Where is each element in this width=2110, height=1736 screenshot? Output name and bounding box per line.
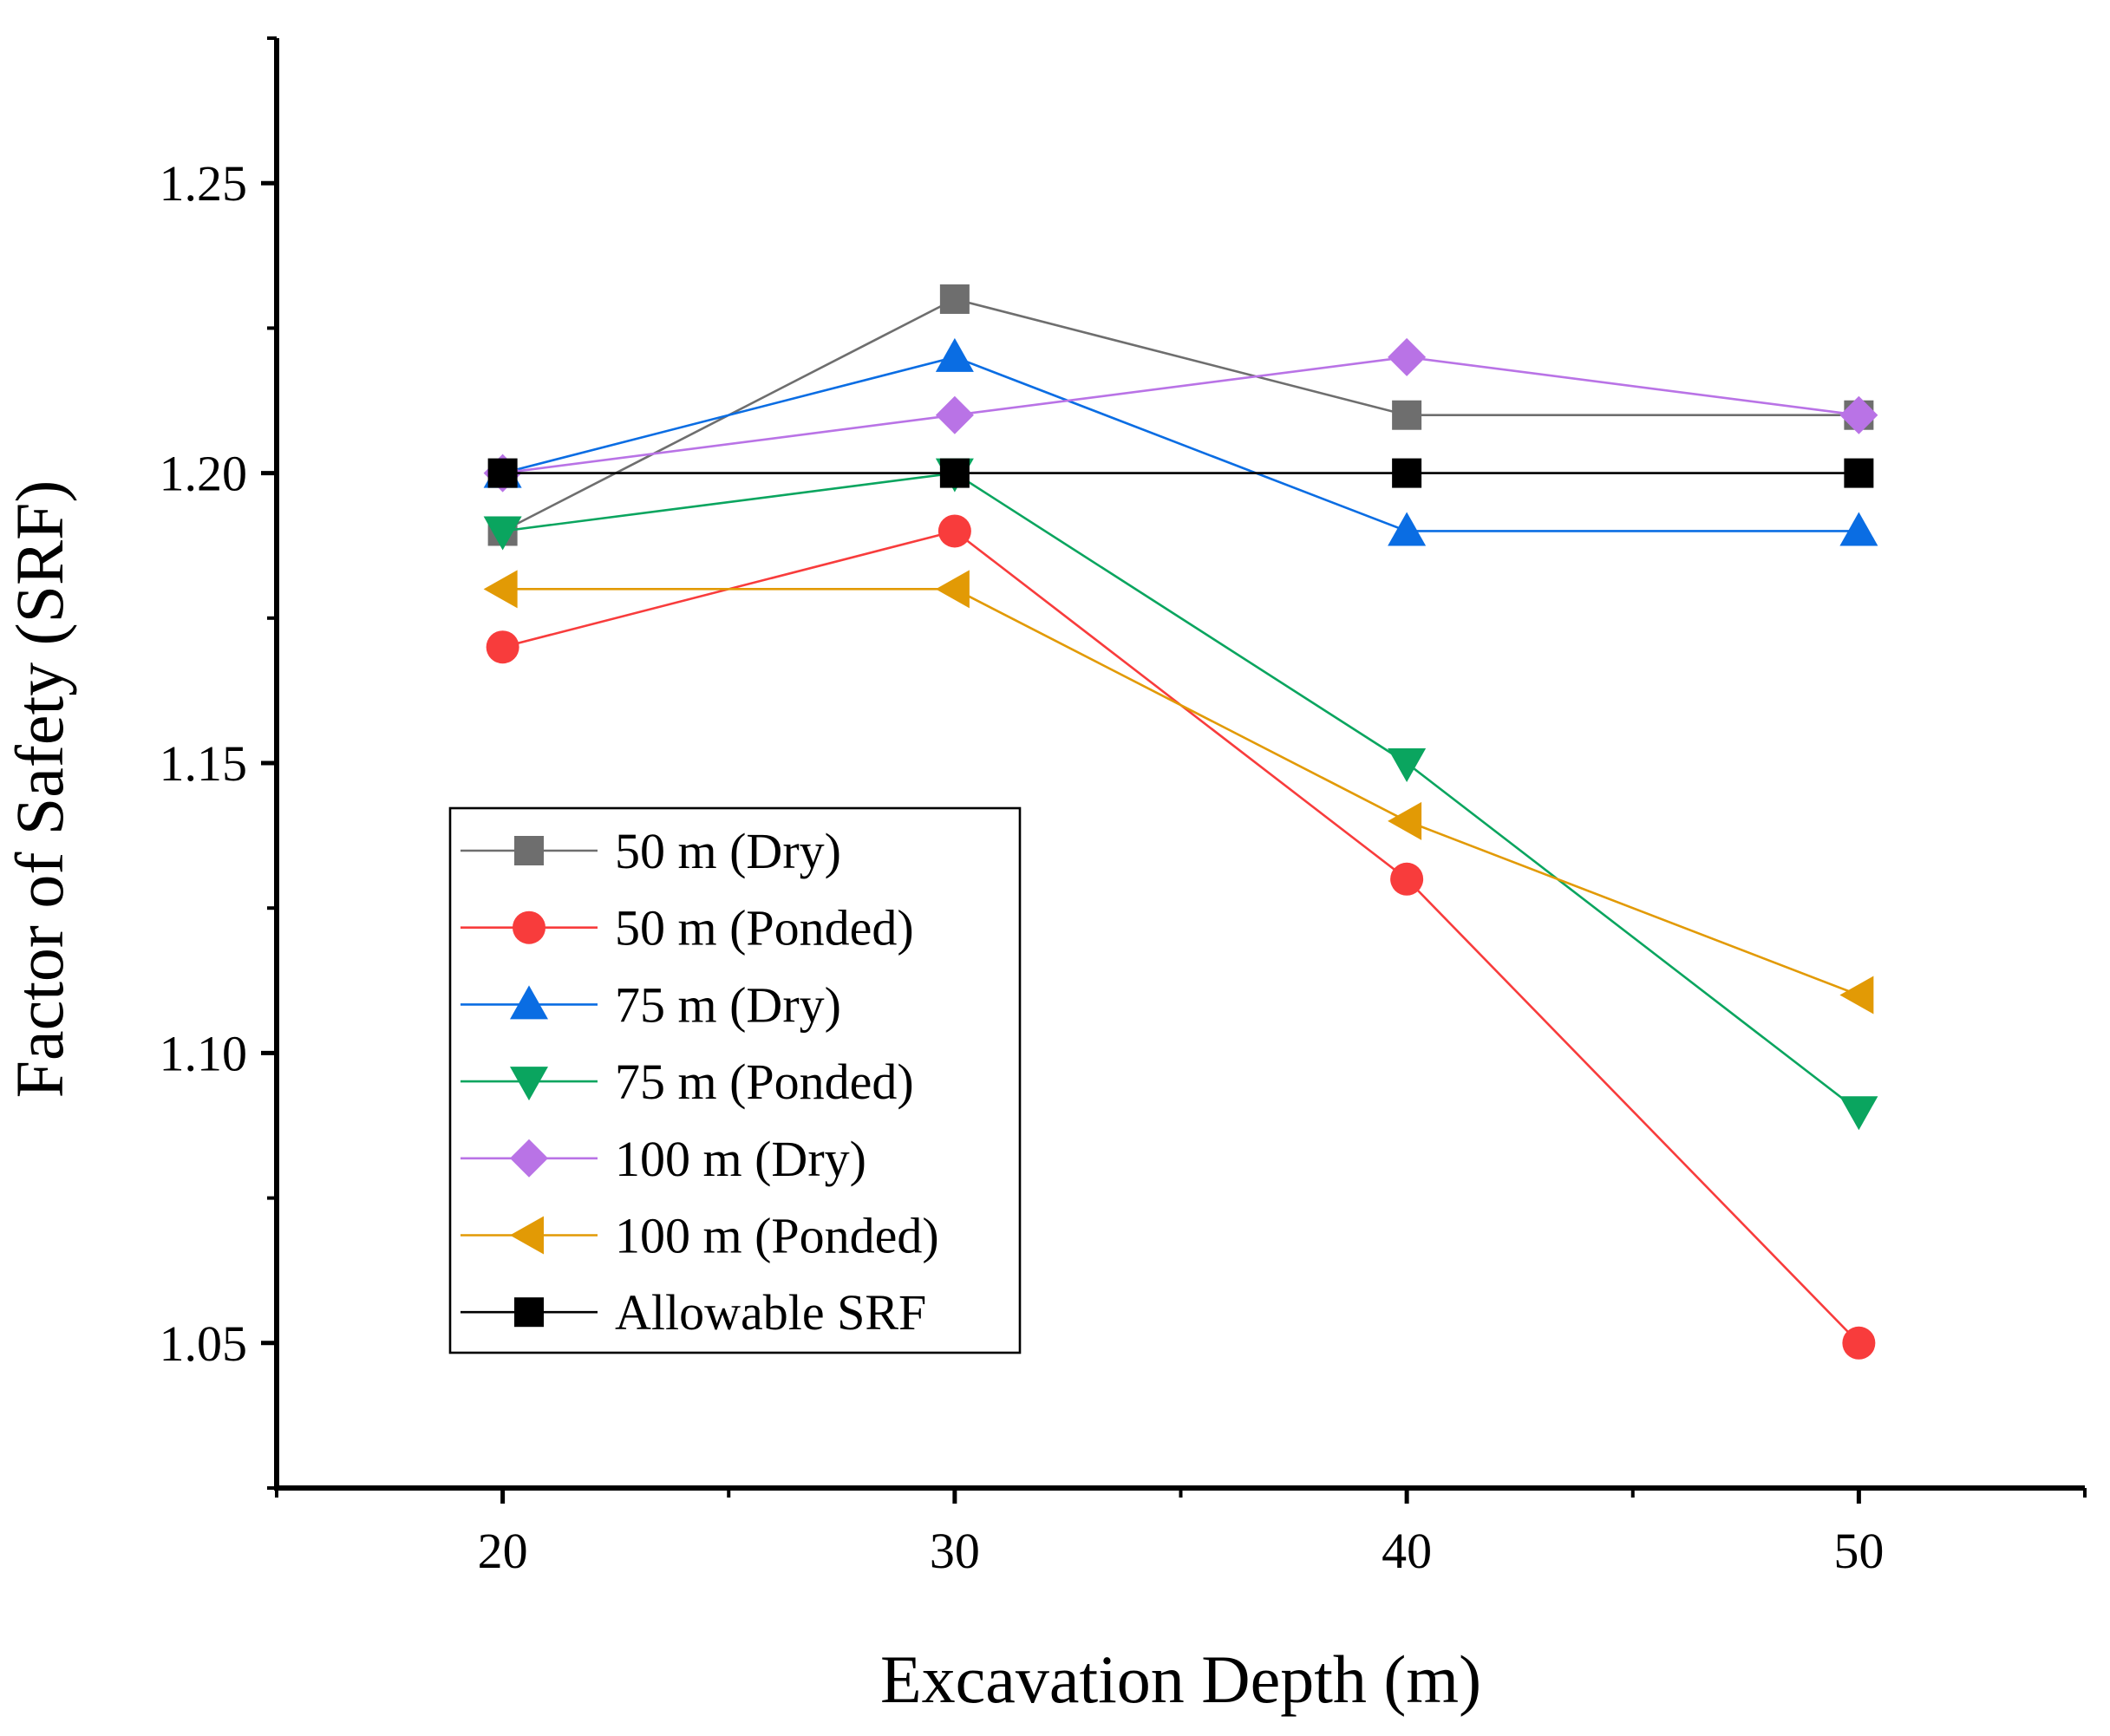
legend-item: 75 m (Dry) (461, 976, 841, 1033)
legend-item: 100 m (Ponded) (461, 1208, 939, 1264)
y-tick-label: 1.10 (160, 1025, 248, 1081)
legend-label: 75 m (Dry) (615, 976, 841, 1033)
y-tick-label: 1.20 (160, 446, 248, 502)
data-point-75-m-ponded (1839, 1096, 1878, 1131)
x-tick-label: 40 (1382, 1523, 1432, 1579)
data-point-50-m-ponded (1842, 1326, 1876, 1360)
legend-item: 50 m (Ponded) (461, 900, 914, 956)
y-tick-label: 1.05 (160, 1315, 248, 1372)
axes: 1.05 1.10 1.15 1.20 1.25 20 30 40 50 (160, 36, 2087, 1579)
legend-label: Allowable SRF (615, 1284, 926, 1341)
y-axis-title: Factor of Safety (SRF) (2, 480, 77, 1099)
legend-item: Allowable SRF (461, 1284, 926, 1341)
legend-item: 100 m (Dry) (461, 1131, 866, 1187)
data-point-allowable-srf (939, 458, 970, 488)
series-line-100-m-dry (502, 356, 1859, 474)
data-point-100-m-ponded (1839, 976, 1874, 1015)
series-line-75-m-ponded (502, 472, 1860, 1113)
legend-marker-allowable-srf (514, 1297, 544, 1328)
legend-marker-50-m-dry (514, 836, 544, 865)
legend-label: 50 m (Ponded) (615, 900, 914, 956)
data-point-100-m-ponded (483, 570, 518, 609)
data-point-50-m-ponded (486, 630, 519, 664)
data-point-75-m-dry (935, 337, 974, 372)
data-point-100-m-ponded (935, 570, 970, 609)
y-tick-label: 1.25 (160, 155, 248, 212)
series-100-m-dry (483, 337, 1878, 493)
legend-marker-100-m-dry (510, 1139, 548, 1178)
x-tick-label: 50 (1833, 1523, 1884, 1579)
data-point-allowable-srf (487, 458, 518, 488)
legend-marker-100-m-ponded (510, 1216, 544, 1255)
data-point-50-m-dry (1392, 400, 1422, 430)
legend-item: 50 m (Dry) (461, 823, 841, 879)
data-point-100-m-dry (935, 395, 974, 434)
data-point-75-m-dry (1388, 512, 1427, 546)
data-point-allowable-srf (1844, 458, 1874, 488)
series-line-50-m-dry (502, 297, 1859, 532)
series-allowable-srf (487, 458, 1874, 488)
legend-marker-75-m-ponded (510, 1067, 548, 1101)
legend: 50 m (Dry) 50 m (Ponded) 75 m (Dry) 75 m (P… (448, 806, 1022, 1354)
y-tick-label: 1.15 (160, 735, 248, 792)
series-layer (483, 284, 1878, 1360)
data-point-50-m-ponded (937, 514, 971, 548)
legend-marker-75-m-dry (510, 985, 548, 1020)
data-point-75-m-ponded (1388, 748, 1427, 782)
series-75-m-dry (483, 337, 1878, 546)
legend-label: 100 m (Dry) (615, 1131, 866, 1187)
data-point-50-m-ponded (1390, 862, 1424, 896)
legend-marker-50-m-ponded (513, 910, 545, 944)
legend-label: 75 m (Ponded) (615, 1054, 914, 1110)
data-point-allowable-srf (1392, 458, 1422, 488)
data-point-100-m-dry (1839, 395, 1878, 434)
legend-label: 100 m (Ponded) (615, 1208, 939, 1264)
x-tick-label: 20 (478, 1523, 528, 1579)
x-tick-label: 30 (930, 1523, 980, 1579)
legend-label: 50 m (Dry) (615, 823, 841, 879)
data-point-100-m-ponded (1388, 801, 1422, 840)
data-point-100-m-dry (1388, 337, 1427, 376)
x-axis-title: Excavation Depth (m) (880, 1641, 1481, 1717)
data-point-50-m-dry (939, 284, 970, 314)
legend-item: 75 m (Ponded) (461, 1054, 914, 1110)
series-100-m-ponded (483, 570, 1874, 1015)
series-line-75-m-dry (502, 356, 1859, 532)
data-point-75-m-ponded (483, 516, 522, 551)
data-point-75-m-dry (1839, 512, 1878, 546)
series-line-100-m-ponded (502, 588, 1859, 996)
